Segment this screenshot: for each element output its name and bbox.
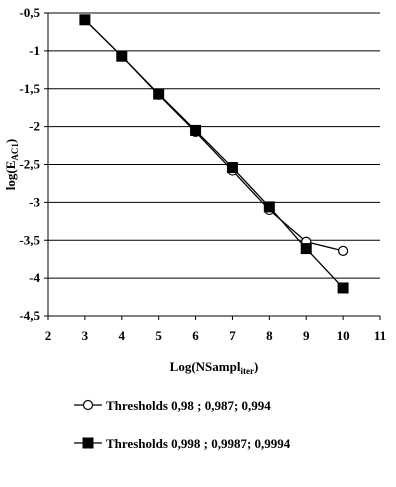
x-tick-label: 3 [82, 328, 89, 343]
legend-item-series-1: Thresholds 0,98 ; 0,987; 0,994 [74, 398, 271, 413]
y-tick-label: -1,5 [19, 81, 40, 96]
x-tick-label: 8 [266, 328, 273, 343]
y-tick-label: -4,5 [19, 308, 40, 323]
gridlines [48, 12, 380, 279]
x-tick-label: 7 [229, 328, 236, 343]
y-axis-ticks: -0,5 -1 -1,5 -2 -2,5 -3 -3,5 -4 -4,5 [19, 5, 48, 323]
data-point-series-2 [116, 50, 128, 62]
series-line-2 [84, 19, 344, 289]
data-point-series-1 [338, 245, 349, 256]
legend-marker-square [82, 437, 94, 449]
data-point-series-2 [190, 124, 202, 136]
y-axis-title-main: log(E [3, 161, 18, 191]
y-tick-label: -0,5 [19, 5, 40, 20]
legend-marker-circle [82, 399, 94, 411]
x-tick-label: 4 [119, 328, 126, 343]
x-tick-label: 10 [337, 328, 350, 343]
data-point-series-2 [79, 14, 91, 26]
data-point-series-2 [153, 88, 165, 100]
legend-label-series-2: Thresholds 0,998 ; 0,9987; 0,9994 [106, 436, 291, 451]
data-point-series-2 [226, 162, 238, 174]
x-axis-title-main: Log(NSampl [170, 359, 241, 374]
y-tick-label: -4 [29, 270, 40, 285]
y-tick-label: -1 [29, 43, 40, 58]
data-point-series-2 [263, 201, 275, 213]
x-axis-ticks: 2 3 4 5 6 7 8 9 10 11 [45, 316, 386, 343]
x-axis-title: Log(NSampliter) [170, 359, 259, 376]
y-tick-label: -3,5 [19, 232, 40, 247]
legend-item-series-2: Thresholds 0,998 ; 0,9987; 0,9994 [74, 436, 291, 451]
x-tick-label: 9 [303, 328, 310, 343]
y-axis-title-sub: AC1 [10, 143, 20, 161]
data-point-series-2 [300, 243, 312, 255]
y-axis-title-close: ) [3, 139, 18, 143]
y-tick-label: -2,5 [19, 157, 40, 172]
y-tick-label: -2 [29, 119, 40, 134]
x-axis-title-close: ) [254, 359, 258, 374]
legend: Thresholds 0,98 ; 0,987; 0,994 Threshold… [74, 398, 291, 451]
y-tick-label: -3 [29, 194, 40, 209]
x-tick-label: 11 [374, 328, 386, 343]
legend-label-series-1: Thresholds 0,98 ; 0,987; 0,994 [106, 398, 271, 413]
data-point-series-2 [337, 282, 349, 294]
y-axis-title: log(EAC1) [3, 139, 20, 190]
x-axis-title-sub: iter [240, 366, 254, 376]
x-tick-label: 6 [192, 328, 199, 343]
x-tick-label: 5 [155, 328, 162, 343]
series-layer [79, 14, 349, 294]
x-tick-label: 2 [45, 328, 52, 343]
